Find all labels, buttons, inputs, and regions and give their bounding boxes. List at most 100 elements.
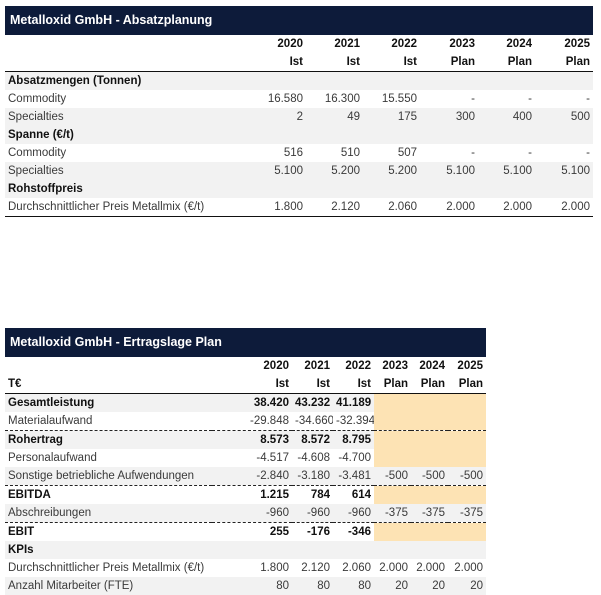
plan-cell (411, 522, 448, 541)
plan-cell (411, 449, 448, 467)
row-label: Specialties (5, 162, 248, 180)
row-label: Rohertrag (5, 430, 212, 449)
row-label: Anzahl Mitarbeiter (FTE) (5, 577, 212, 595)
type-header: Plan (374, 375, 411, 394)
cell-value: 175 (363, 108, 420, 126)
cell-value: -3.481 (333, 467, 374, 486)
row-label: Durchschnittlicher Preis Metallmix (€/t) (8, 562, 205, 574)
cell-value: 5.200 (306, 162, 363, 180)
cell-value: -500 (411, 467, 448, 486)
cell-value: 20 (411, 577, 448, 595)
type-header: Ist (363, 53, 420, 72)
row-label: Commodity (8, 93, 67, 105)
cell-value: 255 (269, 526, 289, 538)
type-header: Plan (535, 53, 593, 72)
absatzplanung-title: Metalloxid GmbH - Absatzplanung (5, 6, 593, 35)
cell-value: -375 (411, 504, 448, 523)
year-header: 2025 (457, 360, 484, 372)
plan-cell (374, 522, 411, 541)
cell-value: 500 (535, 108, 593, 126)
row-label: Durchschnittlicher Preis Metallmix (€/t) (5, 198, 248, 217)
cell-value: 80 (212, 577, 292, 595)
cell-value: - (528, 93, 532, 105)
plan-cell (374, 449, 411, 467)
year-header-row: 2020 2021 2022 2023 2024 2025 (5, 357, 486, 375)
cell-value: - (471, 93, 475, 105)
cell-value: -4.608 (297, 452, 330, 464)
year-header: 2023 (382, 360, 408, 372)
cell-value: 5.200 (363, 162, 420, 180)
cell-value: -960 (333, 504, 374, 523)
row-label: Materialaufwand (5, 412, 212, 431)
cell-value: 41.189 (333, 393, 374, 412)
section-header-spanne: Spanne (€/t) (5, 126, 593, 144)
cell-value: 5.100 (535, 162, 593, 180)
type-header: Ist (212, 375, 292, 394)
cell-value: -29.848 (212, 412, 292, 431)
section-header-absatzmengen: Absatzmengen (Tonnen) (5, 71, 593, 90)
cell-value: -960 (212, 504, 292, 523)
cell-value: 1.800 (248, 198, 306, 217)
plan-cell (411, 393, 448, 412)
table-row: Anzahl Mitarbeiter (FTE) 80 80 80 20 20 … (5, 577, 487, 595)
table-row: Durchschnittlicher Preis Metallmix (€/t)… (5, 198, 593, 217)
table-row: Abschreibungen -960 -960 -960 -375 -375 … (5, 504, 487, 523)
table-row: Sonstige betriebliche Aufwendungen -2.84… (5, 467, 487, 486)
cell-value: -4.517 (256, 452, 289, 464)
cell-value: -3.180 (292, 467, 333, 486)
year-header: 2024 (419, 360, 445, 372)
cell-value: -34.660 (292, 412, 333, 431)
cell-value: -176 (306, 526, 330, 538)
table-row: Specialties 2 49 175 300 400 500 (5, 108, 593, 126)
ertragslage-title: Metalloxid GmbH - Ertragslage Plan (5, 328, 487, 357)
row-label: Specialties (5, 108, 248, 126)
cell-value: -346 (347, 526, 371, 538)
cell-value: - (471, 147, 475, 159)
cell-value: 614 (351, 489, 371, 501)
plan-cell (448, 449, 487, 467)
row-label: Commodity (8, 147, 67, 159)
cell-value: -960 (292, 504, 333, 523)
section-label: KPIs (5, 541, 487, 559)
cell-value: 2.000 (454, 562, 484, 574)
cell-value: -32.394 (333, 412, 374, 431)
cell-value: 1.215 (260, 489, 289, 501)
cell-value: 2.000 (379, 562, 408, 574)
year-header: 2020 (277, 38, 303, 50)
year-header-row: 2020 2021 2022 2023 2024 2025 (5, 35, 593, 53)
plan-cell (448, 393, 487, 412)
cell-value: -375 (374, 504, 411, 523)
type-header: Ist (292, 375, 333, 394)
cell-value: 1.800 (260, 562, 289, 574)
plan-cell (374, 485, 411, 504)
year-header: 2025 (564, 38, 590, 50)
cell-value: 5.100 (478, 162, 535, 180)
cell-value: -500 (448, 467, 487, 486)
cell-value: 510 (340, 147, 360, 159)
section-label: Absatzmengen (Tonnen) (5, 71, 593, 90)
year-header: 2023 (449, 38, 475, 50)
cell-value: - (586, 93, 590, 105)
table-row: Commodity 516 510 507 - - - (5, 144, 593, 162)
section-label: Rohstoffpreis (5, 180, 593, 198)
plan-cell (448, 485, 487, 504)
cell-value: 15.550 (381, 93, 417, 105)
cell-value: 784 (310, 489, 330, 501)
cell-value: -375 (448, 504, 487, 523)
type-header: Plan (411, 375, 448, 394)
cell-value: 20 (374, 577, 411, 595)
table-row: Durchschnittlicher Preis Metallmix (€/t)… (5, 559, 486, 577)
cell-value: 2.060 (342, 562, 371, 574)
cell-value: -500 (374, 467, 411, 486)
row-label: Gesamtleistung (5, 393, 212, 412)
year-header: 2021 (334, 38, 360, 50)
year-header: 2020 (263, 360, 289, 372)
plan-cell (448, 412, 487, 431)
table-row-rohertrag: Rohertrag 8.573 8.572 8.795 (5, 430, 487, 449)
row-label: Sonstige betriebliche Aufwendungen (5, 467, 212, 486)
cell-value: 5.100 (420, 162, 478, 180)
type-header-row: T€ Ist Ist Ist Plan Plan Plan (5, 375, 487, 394)
section-header-kpis: KPIs (5, 541, 487, 559)
table-row: Personalaufwand -4.517 -4.608 -4.700 (5, 449, 487, 467)
cell-value: 16.300 (324, 93, 360, 105)
